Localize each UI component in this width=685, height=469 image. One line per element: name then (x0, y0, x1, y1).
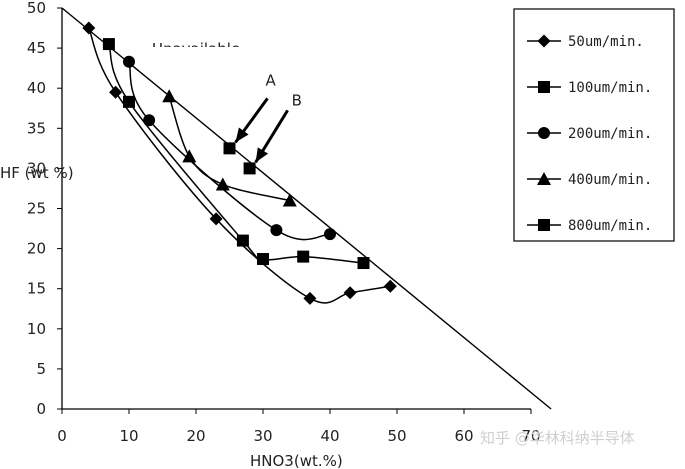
data-point-3 (182, 149, 197, 163)
data-point-2 (324, 228, 336, 241)
data-point-1 (297, 250, 310, 263)
x-tick-label: 10 (119, 427, 138, 445)
data-point-0 (383, 279, 397, 293)
data-point-4 (223, 142, 236, 155)
x-tick-label: 30 (253, 427, 272, 445)
data-point-2 (270, 224, 283, 237)
annotation-label: A (266, 71, 277, 89)
data-point-0 (109, 85, 123, 99)
data-point-0 (343, 286, 357, 300)
annotation-arrowhead (255, 147, 269, 163)
data-point-1 (236, 234, 249, 247)
x-axis-label: HNO3(wt.%) (250, 452, 343, 469)
watermark: 知乎 @华林科纳半导体 (480, 429, 635, 447)
annotations: AB (234, 71, 302, 164)
y-tick-label: 10 (27, 320, 46, 338)
series-curves (88, 27, 391, 304)
x-tick-label: 0 (57, 427, 67, 445)
data-point-1 (357, 257, 370, 270)
legend-marker (538, 127, 550, 139)
legend: 50um/min. 100um/min. 200um/min. 400um/min. 8… (513, 8, 675, 242)
legend-marker (537, 34, 551, 48)
boundary-line (61, 7, 552, 410)
overlay-mask (150, 47, 275, 59)
legend-label: 50um/min. (568, 34, 644, 50)
axes: 0 10 20 30 40 50 60 70 0 5 10 15 20 25 30 35 40 45 50 (27, 0, 552, 445)
series-line-0 (88, 27, 391, 304)
legend-marker (537, 172, 551, 185)
x-tick-label: 40 (320, 427, 339, 445)
data-point-0 (209, 212, 223, 226)
x-tick-label: 50 (387, 427, 406, 445)
y-tick-label: 30 (27, 159, 46, 177)
series-line-3 (168, 95, 290, 202)
y-axis-label: HF (wt %) (0, 164, 74, 182)
legend-marker (538, 219, 550, 231)
series-markers (82, 21, 397, 305)
x-tick-label: 70 (521, 427, 540, 445)
y-tick-label: 45 (27, 39, 46, 57)
legend-label: 800um/min. (568, 218, 652, 234)
y-tick-label: 5 (36, 360, 46, 378)
y-tick-label: 15 (27, 280, 46, 298)
data-point-2 (143, 114, 156, 127)
data-point-4 (243, 162, 256, 175)
data-point-3 (162, 89, 177, 103)
y-tick-label: 20 (27, 240, 46, 258)
data-point-1 (257, 253, 269, 266)
data-point-3 (282, 193, 297, 207)
data-point-3 (215, 177, 230, 191)
y-tick-label: 0 (36, 400, 46, 418)
legend-label: 400um/min. (568, 172, 652, 188)
y-tick-label: 50 (27, 0, 46, 17)
data-point-0 (82, 21, 96, 35)
data-point-0 (303, 291, 317, 305)
x-tick-label: 20 (186, 427, 205, 445)
annotation-label: B (292, 91, 302, 109)
annotation-arrowhead (235, 127, 249, 143)
legend-label: 200um/min. (568, 126, 652, 142)
data-point-1 (123, 95, 135, 108)
x-tick-label: 60 (454, 427, 473, 445)
y-tick-label: 40 (27, 79, 46, 97)
data-point-2 (123, 55, 135, 68)
legend-box (513, 8, 675, 242)
y-tick-label: 35 (27, 119, 46, 137)
legend-marker (538, 81, 550, 93)
data-point-1 (102, 38, 115, 51)
y-tick-label: 25 (27, 200, 46, 218)
legend-label: 100um/min. (568, 80, 652, 96)
